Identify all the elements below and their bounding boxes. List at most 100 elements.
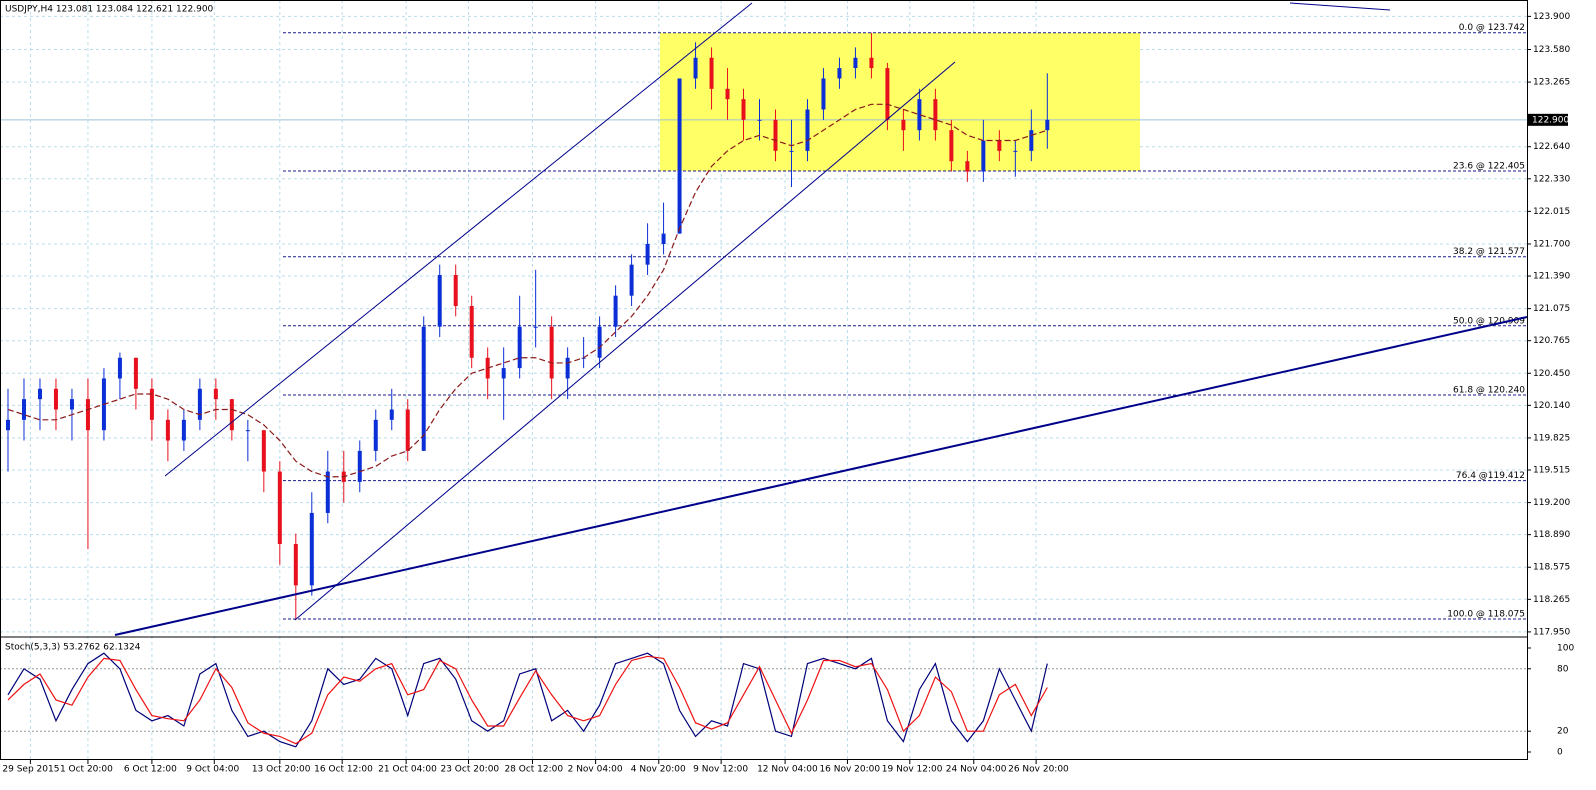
candle-body [997,140,1002,151]
candle-body [1045,119,1050,131]
candle-body [229,399,234,431]
candle-body [325,471,330,513]
candle-body [117,357,122,379]
y-tick-label: 121.390 [1533,272,1570,282]
fib-label: 76.4 @119.412 [1456,471,1525,481]
channel-upper [164,2,753,477]
x-tick-label: 29 Sep 2015 [2,765,59,775]
candle-body [437,275,442,327]
x-tick-label: 19 Nov 12:00 [882,765,943,775]
candle-body [837,68,842,79]
candle-body [661,233,666,244]
candle-body [213,388,218,400]
candle-body [917,99,922,131]
candle-body [517,326,522,369]
candle-body [885,68,890,120]
y-tick-label: 119.515 [1533,466,1570,476]
candle-body [357,450,362,482]
candle-body [453,275,458,307]
candle-body [469,306,474,358]
candle-body [21,399,26,420]
x-tick-label: 9 Nov 12:00 [693,765,748,775]
y-tick-label: 123.265 [1533,78,1570,88]
grid [0,0,1527,760]
candle-body [1029,130,1034,151]
indicator-title: Stoch(5,3,3) 53.2762 62.1324 [5,643,141,653]
candle-body [757,119,762,121]
candle-body [165,419,170,441]
candle-body [133,357,138,389]
candle-body [309,512,314,586]
y-tick-label: 119.825 [1533,433,1570,443]
candle-body [405,409,410,451]
candle-body [293,543,298,586]
trend-line-short [1289,2,1391,11]
y-tick-label: 118.890 [1533,530,1570,540]
candle-body [773,119,778,151]
candle-body [1013,150,1018,152]
candle-body [821,78,826,110]
x-tick-label: 4 Nov 20:00 [631,765,686,775]
candle-body [709,57,714,89]
trend-lines [114,2,1528,636]
candle-body [853,57,858,69]
candle-body [597,326,602,358]
candle-body [501,368,506,379]
candle-body [533,326,538,328]
candle-body [197,388,202,420]
candle-body [549,326,554,379]
candle-body [741,99,746,120]
candle-body [37,388,42,400]
candle-body [373,419,378,451]
highlight-box [660,33,1140,171]
candle-body [677,78,682,234]
y-tick-label: 123.900 [1533,12,1570,22]
y-tick-label: 118.575 [1533,563,1570,573]
y-tick-label: 20 [1557,727,1569,737]
y-tick-label: 123.580 [1533,45,1570,55]
x-tick-label: 21 Oct 04:00 [378,765,437,775]
fib-label: 0.0 @ 123.742 [1459,23,1525,33]
x-tick-label: 28 Oct 12:00 [504,765,563,775]
channel-lower [294,61,956,621]
axes: 123.900 123.580 123.265 122.640 122.330 122.0… [2,12,1574,775]
y-tick-label: 122.015 [1533,207,1570,217]
x-tick-label: 1 Oct 20:00 [60,765,113,775]
trend-line [114,316,1528,636]
candle-body [565,357,570,379]
candle-body [277,471,282,544]
candle-body [613,295,618,327]
moving-average [7,103,1048,478]
y-tick-label: 118.265 [1533,595,1570,605]
candle-body [69,399,74,410]
x-tick-label: 16 Oct 12:00 [314,765,373,775]
x-tick-label: 23 Oct 20:00 [440,765,499,775]
candle-body [933,99,938,131]
x-tick-label: 2 Nov 04:00 [568,765,623,775]
fib-label: 50.0 @ 120.909 [1453,316,1525,326]
candle-body [805,109,810,151]
candle-body [629,264,634,296]
candle-body [869,57,874,69]
x-tick-label: 16 Nov 20:00 [819,765,880,775]
candle-body [149,388,154,420]
x-tick-label: 9 Oct 04:00 [186,765,239,775]
y-tick-label: 100 [1557,643,1574,653]
y-tick-label: 80 [1557,664,1569,674]
fib-label: 38.2 @ 121.577 [1453,247,1525,257]
fib-label: 23.6 @ 122.405 [1453,162,1525,172]
y-tick-label: 120.140 [1533,401,1570,411]
candle-body [693,57,698,79]
candle-body [949,130,954,162]
frame [0,0,1528,760]
y-tick-label: 0 [1557,747,1563,757]
price-label-box [1528,113,1568,126]
y-tick-label: 117.950 [1533,627,1570,637]
price-label: 122.900 [1532,115,1569,125]
x-tick-label: 24 Nov 04:00 [946,765,1007,775]
y-tick-label: 120.450 [1533,369,1570,379]
y-tick-label: 121.075 [1533,304,1570,314]
y-tick-label: 122.640 [1533,142,1570,152]
